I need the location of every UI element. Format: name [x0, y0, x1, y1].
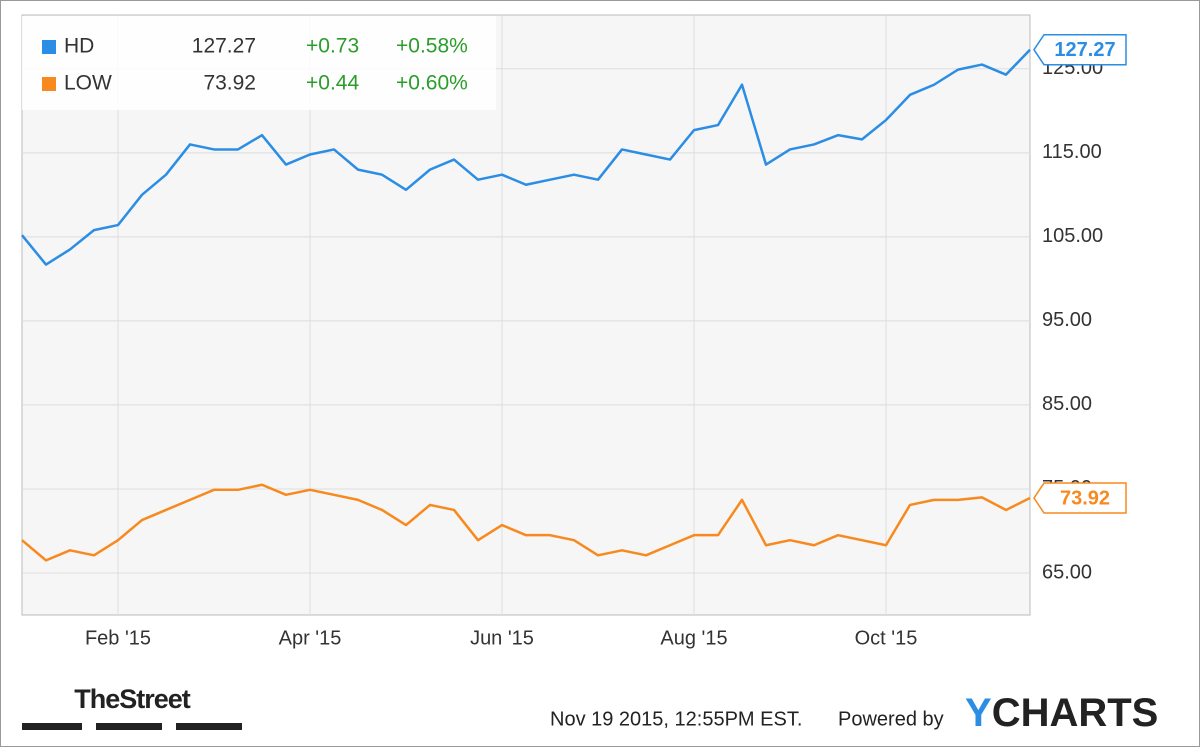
series-line	[21, 48, 1031, 266]
footer: TheStreet Nov 19 2015, 12:55PM EST. Powe…	[22, 684, 1158, 735]
series-line	[21, 483, 1031, 562]
y-tick-label: 85.00	[1042, 393, 1092, 415]
x-tick-label: Apr '15	[279, 627, 342, 649]
legend-name: HD	[64, 35, 94, 58]
publisher-logo: TheStreet	[74, 684, 191, 714]
powered-by: Powered by	[838, 708, 944, 730]
y-tick-label: 115.00	[1042, 141, 1102, 163]
legend: HD 127.27 +0.73 +0.58% LOW 73.92 +0.44 +0.60%	[42, 35, 468, 95]
y-tick-label: 95.00	[1042, 309, 1092, 331]
callout-value: 127.27	[1054, 39, 1115, 61]
legend-change-percent: +0.60%	[396, 72, 468, 95]
callout-box	[1033, 33, 1127, 66]
brand-rest: CHARTS	[992, 691, 1159, 735]
callouts: 127.27 73.92	[1033, 33, 1127, 514]
y-tick-label: 105.00	[1042, 225, 1103, 247]
callout-box	[1033, 482, 1127, 514]
x-tick-label: Oct '15	[855, 627, 918, 649]
legend-price: 127.27	[192, 35, 256, 58]
brand-first: Y	[965, 691, 992, 735]
legend-swatch	[42, 77, 56, 91]
legend-change-percent: +0.58%	[396, 35, 468, 58]
logo-bar	[96, 723, 162, 730]
timestamp: Nov 19 2015, 12:55PM EST.	[550, 708, 802, 730]
logo-bar	[22, 723, 82, 730]
x-tick-label: Aug '15	[660, 627, 727, 649]
legend-box	[22, 16, 496, 110]
x-tick-label: Feb '15	[85, 627, 151, 649]
plot-area	[21, 14, 1031, 616]
legend-change: +0.73	[306, 35, 359, 58]
x-tick-label: Jun '15	[470, 627, 534, 649]
lines	[21, 48, 1031, 562]
legend-swatch	[42, 40, 56, 54]
legend-change: +0.44	[306, 72, 359, 95]
legend-price: 73.92	[203, 72, 256, 95]
brand-logo: YCHARTS	[965, 691, 1158, 735]
y-tick-label: 65.00	[1042, 561, 1092, 583]
logo-bar	[176, 723, 242, 730]
legend-name: LOW	[64, 72, 112, 95]
callout-value: 73.92	[1060, 487, 1110, 509]
